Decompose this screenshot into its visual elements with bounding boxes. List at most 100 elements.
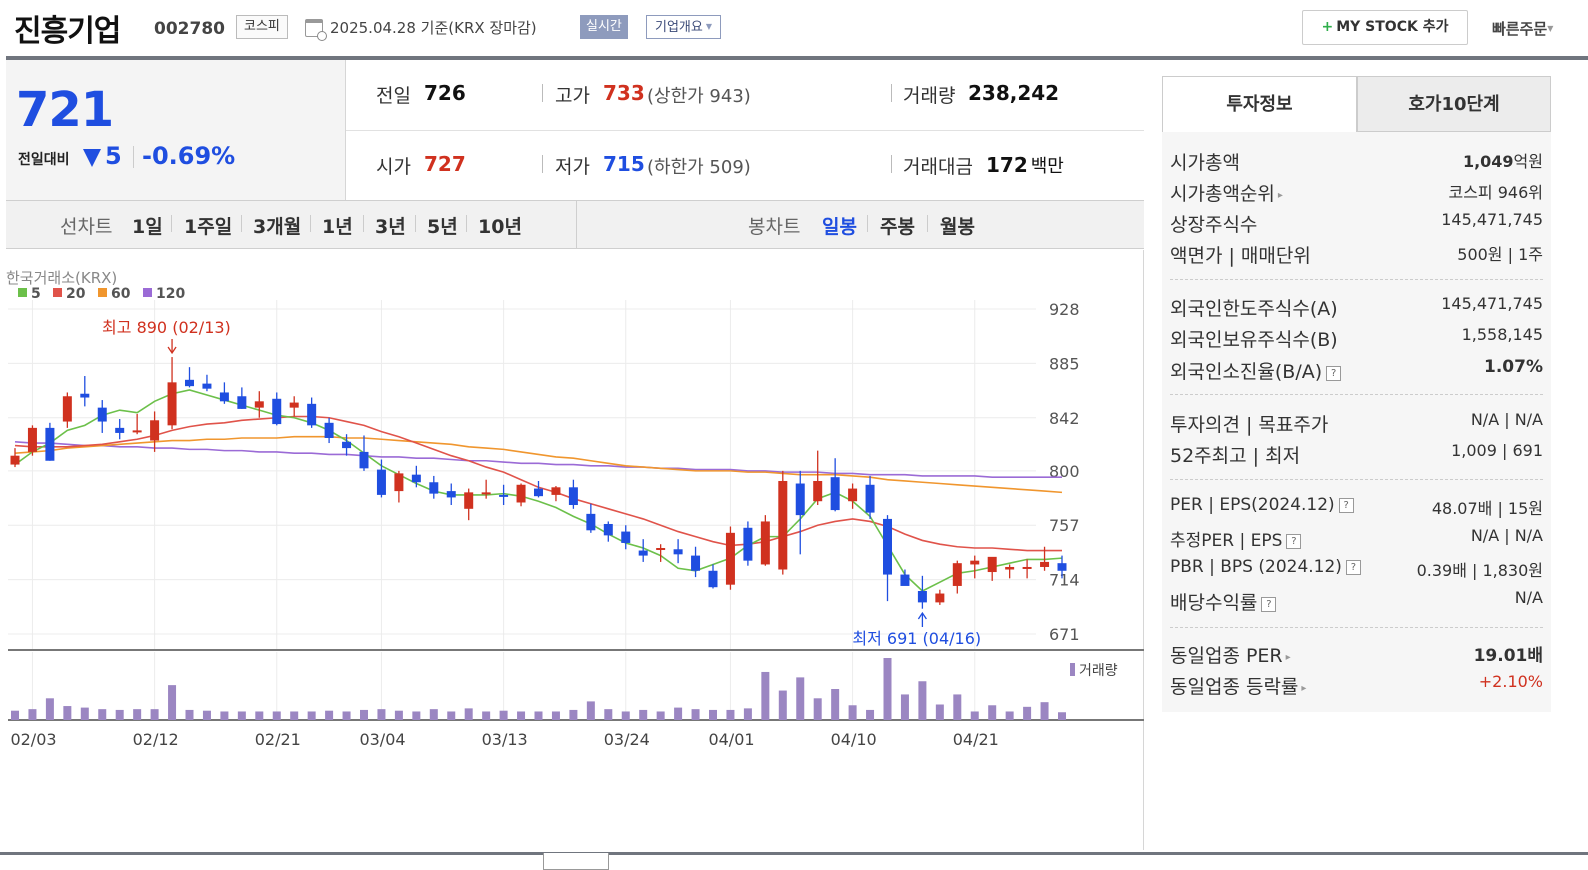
- pbr-bps-row: PBR | BPS (2024.12)? 0.39배 | 1,830원: [1162, 557, 1551, 587]
- volume-bar: [150, 709, 159, 720]
- current-price-box: 721 전일대비 5 -0.69%: [6, 60, 346, 200]
- candle-body: [725, 532, 735, 585]
- volume-bar: [813, 698, 822, 720]
- market-cap-label: 시가총액: [1170, 152, 1240, 174]
- sector-per-row[interactable]: 동일업종 PER ▸ 19.01배: [1162, 641, 1551, 671]
- candle-body: [202, 383, 212, 389]
- volume-bar: [674, 707, 683, 720]
- foreign-ratio-row: 외국인소진율(B/A)? 1.07%: [1162, 357, 1551, 387]
- help-icon[interactable]: ?: [1326, 366, 1342, 381]
- company-overview-dropdown[interactable]: 기업개요 ▼: [646, 15, 721, 39]
- chart-source-label: 한국거래소(KRX): [6, 269, 117, 287]
- high-label: 고가: [555, 85, 590, 107]
- add-mystock-button[interactable]: + MY STOCK 추가: [1302, 10, 1468, 45]
- stock-code: 002780: [154, 19, 225, 39]
- volume-bar: [447, 711, 456, 720]
- header-divider: [6, 56, 1588, 60]
- tab-10year[interactable]: 10년: [478, 216, 522, 238]
- x-tick-label: 04/10: [831, 730, 877, 749]
- quick-order-label: 빠른주문: [1492, 20, 1548, 38]
- dividend-row: 배당수익률? N/A: [1162, 588, 1551, 618]
- opinion-row: 투자의견 | 목표주가 N/A | N/A: [1162, 410, 1551, 440]
- tab-weekly[interactable]: 주봉: [880, 216, 915, 238]
- low-label: 저가: [555, 156, 590, 178]
- tab-monthly[interactable]: 월봉: [940, 216, 975, 238]
- candle-body: [1022, 566, 1032, 569]
- volume-bar: [569, 709, 578, 720]
- help-icon[interactable]: ?: [1338, 498, 1354, 513]
- open-value: 727: [424, 152, 466, 176]
- tab-1day[interactable]: 1일: [132, 216, 163, 238]
- volume-bar: [202, 710, 211, 720]
- candle-body: [237, 396, 247, 409]
- pbr-bps-label: PBR | BPS (2024.12)?: [1170, 557, 1361, 577]
- volume-bar: [63, 706, 72, 720]
- est-per-text: 추정PER | EPS: [1170, 531, 1283, 551]
- candle-body: [324, 422, 334, 438]
- tab-invest-info[interactable]: 투자정보: [1162, 76, 1357, 132]
- trade-amount-value: 172 백만: [986, 152, 1064, 178]
- volume-bar: [394, 710, 403, 720]
- volume-bar: [970, 711, 979, 720]
- candle-body: [481, 492, 491, 495]
- candle-body: [62, 396, 72, 422]
- chart-more-tab[interactable]: [543, 853, 609, 870]
- tab-1year[interactable]: 1년: [322, 216, 353, 238]
- legend-swatch: [18, 288, 27, 297]
- legend-label: 5: [31, 286, 41, 302]
- high-annotation: 최고 890 (02/13): [102, 318, 231, 337]
- upper-limit: (상한가 943): [647, 86, 751, 107]
- change-value: 5: [105, 142, 122, 170]
- tab-3month[interactable]: 3개월: [253, 216, 302, 238]
- help-icon[interactable]: ?: [1286, 534, 1302, 549]
- candle-body: [115, 427, 125, 433]
- volume-bar: [551, 711, 560, 720]
- volume-bar: [255, 711, 264, 720]
- divider: [415, 215, 416, 232]
- candle-body: [167, 382, 177, 426]
- help-icon[interactable]: ?: [1345, 560, 1361, 575]
- volume-bar: [45, 698, 54, 720]
- tab-daily[interactable]: 일봉: [822, 216, 857, 238]
- x-tick-label: 03/24: [604, 730, 650, 749]
- candle-body: [359, 451, 369, 469]
- volume-bar: [604, 709, 613, 720]
- volume-bar: [761, 671, 770, 720]
- tab-orderbook-10[interactable]: 호가10단계: [1357, 76, 1551, 132]
- volume-bar: [377, 709, 386, 720]
- opinion-label: 투자의견 | 목표주가: [1170, 414, 1329, 436]
- candlestick-chart: 928 885 842 800 757 714 671 한국거래소(KRX)5 20 60 120 최…: [6, 269, 1144, 749]
- realtime-button[interactable]: 실시간: [580, 15, 628, 39]
- candle-body: [795, 483, 805, 516]
- divider: [891, 84, 892, 102]
- sector-per-text: 동일업종 PER: [1170, 645, 1283, 667]
- volume-bar: [272, 711, 281, 720]
- add-mystock-label: MY STOCK 추가: [1336, 19, 1449, 35]
- volume-bar: [220, 711, 229, 720]
- divider: [927, 215, 928, 232]
- candle-body: [1005, 566, 1015, 570]
- divider: [891, 155, 892, 173]
- market-cap-rank-row[interactable]: 시가총액순위 ▸ 코스피 946위: [1162, 179, 1551, 209]
- y-tick-label: 671: [1049, 625, 1080, 644]
- chevron-right-icon: ▸: [1301, 683, 1307, 694]
- stock-header: 진흥기업 002780 코스피 2025.04.28 기준(KRX 장마감) 실…: [0, 0, 1588, 56]
- candle-body: [691, 555, 701, 571]
- candle-body: [638, 550, 648, 556]
- candle-body: [10, 455, 20, 465]
- tab-5year[interactable]: 5년: [427, 216, 458, 238]
- divider: [542, 84, 543, 102]
- candle-body: [1057, 563, 1067, 571]
- tab-1week[interactable]: 1주일: [184, 216, 233, 238]
- help-icon[interactable]: ?: [1261, 597, 1277, 612]
- tab-3year[interactable]: 3년: [375, 216, 406, 238]
- price-chart[interactable]: 928 885 842 800 757 714 671 한국거래소(KRX) 5 20 60 120 최…: [6, 250, 1144, 850]
- sector-change-row[interactable]: 동일업종 등락률 ▸ +2.10%: [1162, 672, 1551, 702]
- quick-order-button[interactable]: 빠른주문▼: [1492, 18, 1553, 39]
- volume-bar: [464, 708, 473, 720]
- volume-bar: [796, 677, 805, 720]
- candle-body: [708, 570, 718, 588]
- per-eps-text: PER | EPS(2024.12): [1170, 495, 1335, 515]
- divider: [241, 215, 242, 232]
- legend-swatch: [143, 288, 152, 297]
